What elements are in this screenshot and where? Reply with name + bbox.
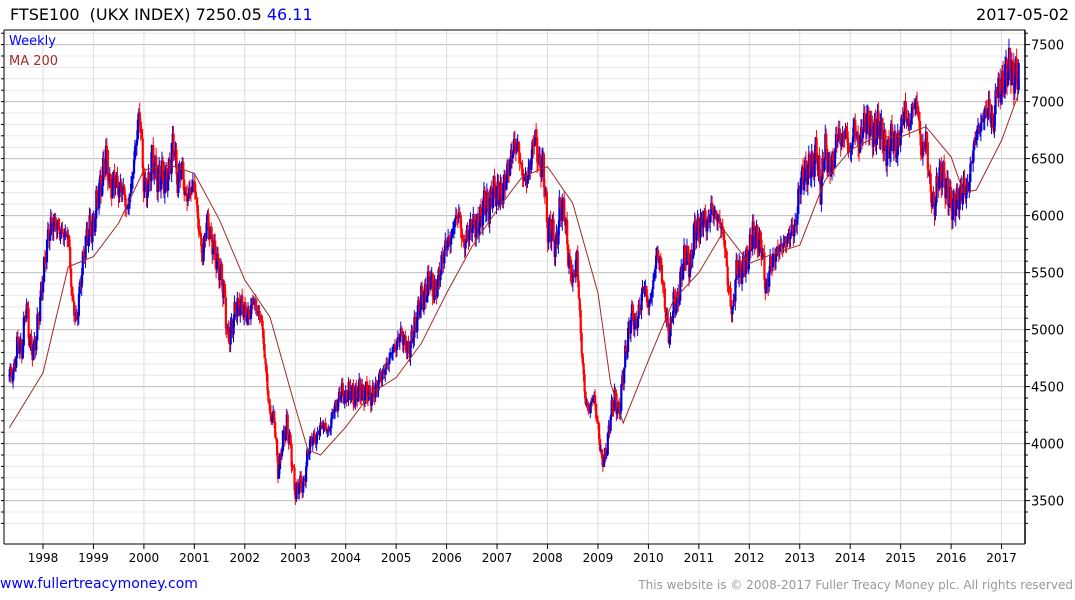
x-tick-label: 2014 [835,551,866,565]
y-tick-label: 4500 [1031,381,1064,396]
y-tick-label: 6500 [1031,153,1064,168]
x-tick-label: 2016 [936,551,967,565]
chart-title: FTSE100 (UKX INDEX) 7250.05 46.11 [10,5,313,24]
y-tick-label: 3500 [1031,495,1064,510]
y-tick-label: 7000 [1031,96,1064,111]
copyright: This website is © 2008-2017 Fuller Treac… [638,578,1073,592]
symbol: FTSE100 [10,5,80,24]
legend-ma200: MA 200 [9,54,58,69]
x-tick-label: 2001 [179,551,210,565]
x-tick-label: 2004 [330,551,361,565]
price-change: 46.11 [266,5,313,24]
legend-weekly: Weekly [9,34,56,49]
x-tick-label: 2005 [381,551,412,565]
y-tick-label: 6000 [1031,210,1064,225]
price-chart: 1998 1999 2000 2001 2002 2003 2004 2005 2006 2007… [1,29,1064,565]
x-tick-label: 2009 [583,551,614,565]
x-tick-label: 2006 [431,551,462,565]
x-tick-label: 2015 [885,551,916,565]
y-tick-label: 7500 [1031,39,1064,54]
x-tick-label: 2012 [734,551,765,565]
x-tick-label: 2017 [986,551,1017,565]
x-tick-label: 2002 [230,551,261,565]
x-tick-label: 2010 [633,551,664,565]
index-name: (UKX INDEX) [89,5,191,24]
axes: 1998 1999 2000 2001 2002 2003 2004 2005 2006 2007… [1,29,1064,565]
x-tick-label: 2013 [784,551,815,565]
x-tick-label: 2007 [482,551,513,565]
y-tick-label: 5500 [1031,267,1064,282]
last-price: 7250.05 [195,5,262,24]
ma200-line [8,94,1019,456]
chart-date: 2017-05-02 [976,5,1069,24]
x-tick-label: 2008 [532,551,563,565]
grid [4,30,1025,544]
weekly-bars [8,38,1020,506]
x-tick-label: 2000 [129,551,160,565]
website-link[interactable]: www.fullertreacymoney.com [0,576,198,592]
y-tick-label: 4000 [1031,438,1064,453]
y-tick-label: 5000 [1031,324,1064,339]
x-tick-label: 1999 [78,551,109,565]
x-tick-label: 2011 [684,551,715,565]
x-tick-label: 1998 [28,551,59,565]
x-tick-label: 2003 [280,551,311,565]
